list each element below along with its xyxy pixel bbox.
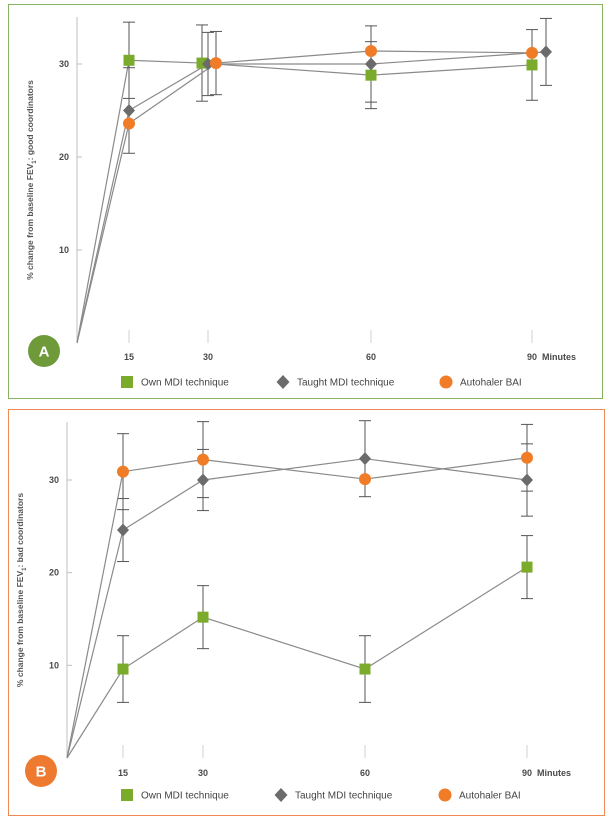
autohaler-marker: [197, 453, 209, 466]
taught-mdi-marker: [197, 473, 209, 487]
autohaler-marker: [210, 57, 222, 70]
panel-badge: [28, 335, 60, 367]
autohaler-marker: [526, 46, 538, 59]
autohaler-marker: [117, 465, 129, 478]
x-tick-label: 15: [118, 768, 128, 778]
series-line: [76, 59, 533, 344]
taught-mdi-marker: [123, 104, 135, 117]
legend-label: Taught MDI technique: [297, 378, 395, 389]
series-line: [76, 50, 533, 344]
x-tick-label: 60: [360, 768, 370, 778]
legend-autohaler-icon: [439, 375, 453, 389]
autohaler-marker: [123, 117, 135, 130]
panel-badge-label: A: [39, 344, 50, 361]
legend-autohaler-icon: [438, 788, 452, 802]
x-unit-label: Minutes: [537, 768, 571, 778]
legend-taught-mdi-icon: [274, 788, 288, 802]
legend-label: Taught MDI technique: [295, 791, 393, 802]
x-tick-label: 30: [198, 768, 208, 778]
legend-label: Own MDI technique: [141, 791, 229, 802]
taught-mdi-marker: [365, 57, 377, 71]
autohaler-marker: [365, 44, 377, 57]
chart-a: 10 20 30 15 30 60 90 Minutes % change from basel…: [25, 17, 576, 389]
chart-b: 10 20 30 15 30 60 90 Minutes % change from basel…: [15, 420, 571, 802]
y-tick-label: 30: [49, 475, 59, 485]
taught-mdi-marker: [521, 473, 533, 487]
own-mdi-marker: [197, 611, 209, 623]
legend-own-mdi-icon: [121, 376, 133, 388]
own-mdi-marker: [196, 57, 208, 69]
taught-mdi-marker: [117, 523, 129, 537]
own-mdi-marker: [365, 69, 377, 81]
own-mdi-marker: [117, 663, 129, 675]
series-line: [66, 458, 528, 759]
legend-label: Autohaler BAI: [459, 791, 521, 802]
series-line: [76, 51, 547, 344]
panel-a-good-coordinators: 10 20 30 15 30 60 90 Minutes % change from basel…: [8, 4, 603, 399]
legend-label: Own MDI technique: [141, 378, 229, 389]
x-tick-label: 90: [527, 352, 537, 362]
y-tick-label: 10: [49, 660, 59, 670]
y-tick-label: 20: [49, 568, 59, 578]
own-mdi-marker: [521, 561, 533, 573]
own-mdi-marker: [359, 663, 371, 675]
panel-badge: [25, 755, 57, 787]
x-unit-label: Minutes: [542, 352, 576, 362]
autohaler-marker: [359, 473, 371, 486]
y-axis-label: % change from baseline FEV1: good coordi…: [25, 80, 38, 280]
y-axis-label: % change from baseline FEV1: bad coordin…: [15, 493, 28, 687]
autohaler-marker: [521, 451, 533, 464]
y-tick-label: 20: [59, 152, 69, 162]
taught-mdi-marker: [540, 45, 552, 59]
legend-taught-mdi-icon: [276, 375, 290, 389]
own-mdi-marker: [526, 59, 538, 71]
x-tick-label: 15: [124, 352, 134, 362]
legend-label: Autohaler BAI: [460, 378, 522, 389]
series-line: [66, 457, 528, 759]
x-tick-label: 30: [203, 352, 213, 362]
x-tick-label: 90: [522, 768, 532, 778]
series-line: [66, 566, 528, 759]
legend-own-mdi-icon: [121, 789, 133, 801]
panel-badge-label: B: [36, 764, 47, 781]
own-mdi-marker: [123, 54, 135, 66]
panel-b-bad-coordinators: 10 20 30 15 30 60 90 Minutes % change from basel…: [8, 409, 605, 816]
taught-mdi-marker: [359, 452, 371, 466]
y-tick-label: 30: [59, 59, 69, 69]
y-tick-label: 10: [59, 245, 69, 255]
x-tick-label: 60: [366, 352, 376, 362]
